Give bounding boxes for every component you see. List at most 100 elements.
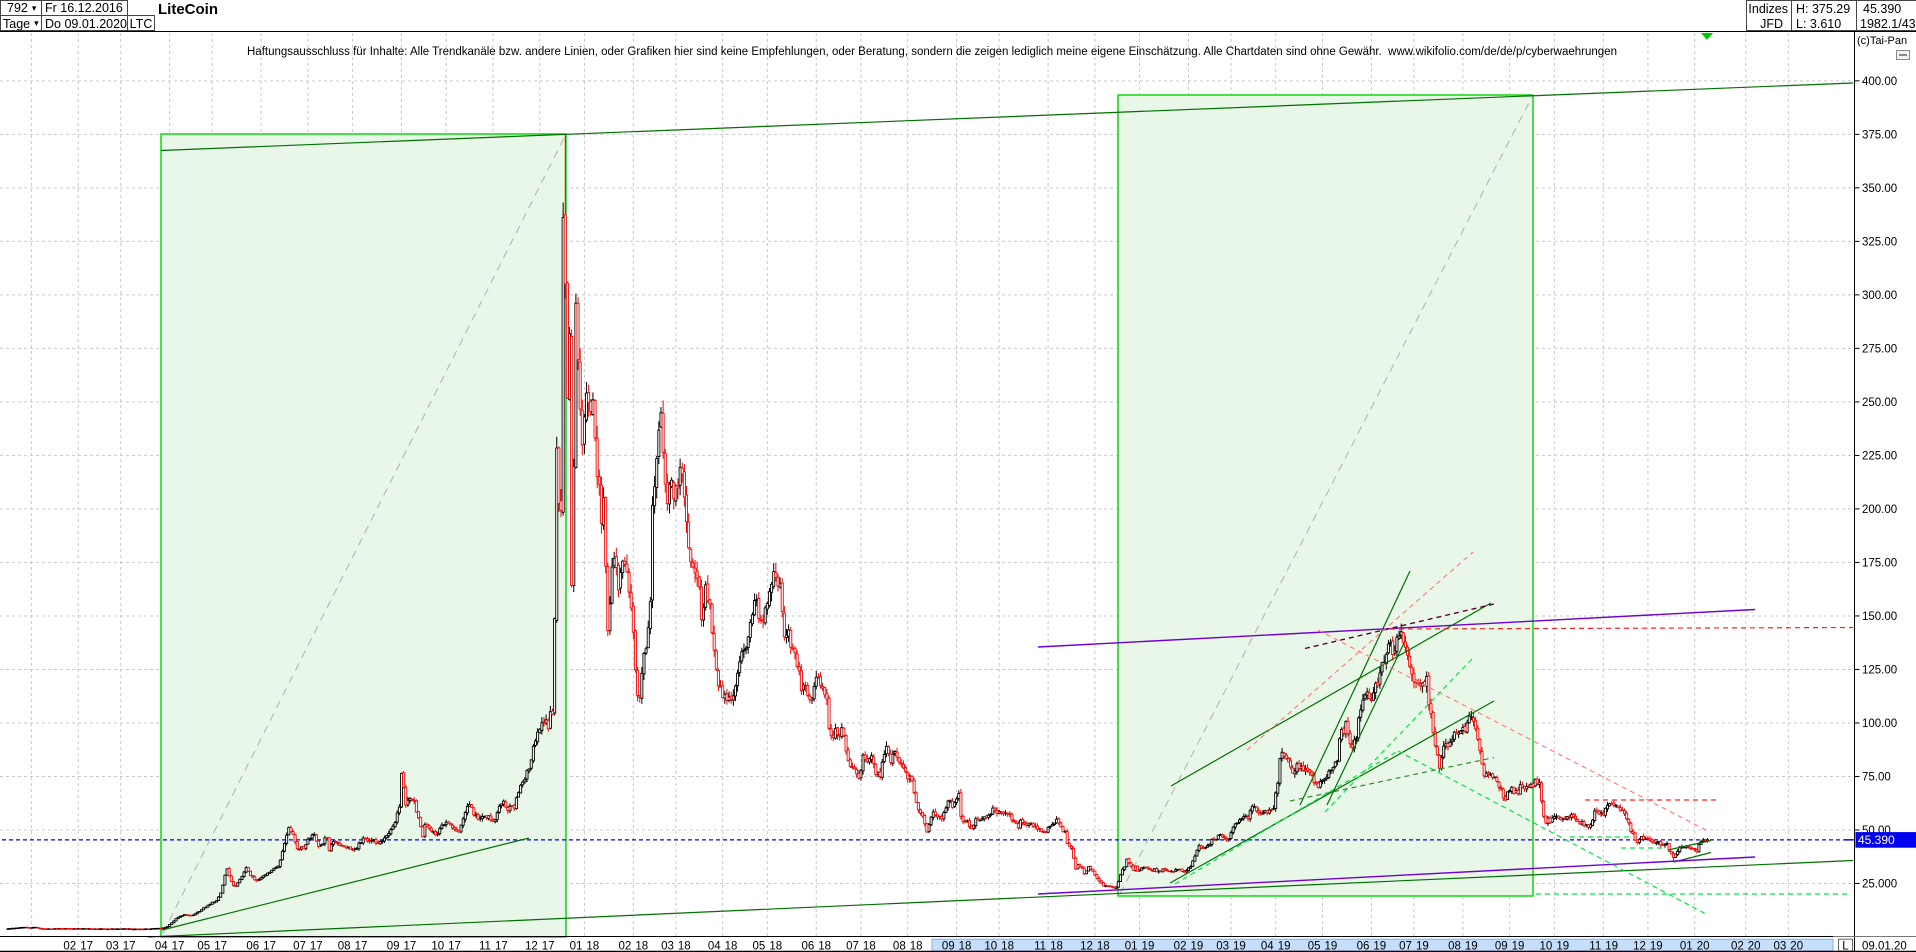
y-axis-label: 325.00 [1862, 236, 1897, 248]
x-label-month: 03 [661, 941, 674, 952]
x-label-month: 06 [246, 941, 259, 952]
group-value: Indizes [1748, 1, 1788, 16]
symbol-cell: LTC [127, 15, 155, 31]
y-axis-labels: 400.00 375.00 350.00 325.00 300.00 275.00 250.… [1854, 76, 1897, 890]
x-label-month: 02 [1731, 941, 1744, 952]
x-label-month: 09 [387, 941, 400, 952]
last-price-tag [1855, 832, 1916, 848]
y-axis-label: 200.00 [1862, 504, 1897, 516]
x-label-year: 17 [172, 941, 185, 952]
x-label-year: 17 [310, 941, 323, 952]
x-label-year: 18 [910, 941, 923, 952]
x-label-month: 11 [1034, 941, 1046, 952]
x-label-month: 03 [1216, 941, 1229, 952]
x-label-year: 17 [263, 941, 276, 952]
y-axis-gutter [1855, 31, 1916, 952]
x-label-month: 01 [570, 941, 583, 952]
x-label-year: 20 [1790, 941, 1803, 952]
x-label-month: 09 [942, 941, 955, 952]
y-axis-label: 300.00 [1862, 290, 1897, 302]
candles-layer [6, 133, 1709, 931]
x-label-month: 08 [1448, 941, 1461, 952]
group-cell: Indizes JFD [1746, 0, 1792, 31]
y-axis-label: 250.00 [1862, 397, 1897, 409]
y-axis-label: 150.00 [1862, 611, 1897, 623]
x-label-month: 02 [619, 941, 632, 952]
price-info-cell: 45.390 1982.1/43 [1856, 0, 1916, 31]
x-label-year: 19 [1190, 941, 1203, 952]
info-value: 1982.1/43 [1860, 16, 1916, 31]
x-label-month: 07 [846, 941, 859, 952]
x-label-year: 19 [1373, 941, 1386, 952]
symbol-value: LTC [129, 16, 153, 31]
bars-count-dropdown[interactable]: 792 ▾ [1, 1, 41, 16]
high-value: H: 375.29 [1796, 1, 1851, 16]
x-label-year: 17 [403, 941, 416, 952]
date-to[interactable]: Do 09.01.2020 [42, 16, 127, 31]
x-label-year: 19 [1556, 941, 1569, 952]
x-label-month: 11 [479, 941, 491, 952]
x-label-month: 02 [1174, 941, 1187, 952]
trendlines-layer[interactable] [147, 82, 1853, 938]
trendline-channel-2019-upper [1170, 602, 1492, 787]
y-axis-label: 225.00 [1862, 450, 1897, 462]
x-label-month: 10 [984, 941, 997, 952]
x-label-year: 18 [1001, 941, 1014, 952]
x-label-month: 04 [1261, 941, 1274, 952]
x-label-month: 03 [1774, 941, 1787, 952]
trendline-violet-support [1037, 856, 1756, 895]
x-label-year: 17 [214, 941, 227, 952]
last-bar-marker-icon [1701, 33, 1713, 40]
last-price-tag-value: 45.390 [1858, 833, 1895, 847]
trendline-steep-run-left [1299, 570, 1411, 806]
x-label-year: 19 [1465, 941, 1478, 952]
annotation-boxes[interactable] [160, 94, 1534, 938]
x-label-year: 18 [725, 941, 738, 952]
x-label-month: 01 [1680, 941, 1693, 952]
x-label-year: 17 [355, 941, 368, 952]
low-value: L: 3.610 [1796, 16, 1842, 31]
box-diagonal [1119, 94, 1534, 895]
y-axis-label: 125.00 [1862, 664, 1897, 676]
x-label-month: 04 [708, 941, 721, 952]
date-to-value: Do 09.01.2020 [45, 16, 128, 31]
period-unit-dropdown[interactable]: Tage ▾ [1, 16, 41, 31]
y-axis-label: 25.000 [1862, 878, 1897, 890]
x-label-year: 18 [769, 941, 782, 952]
x-label-month: 05 [197, 941, 210, 952]
y-axis-label: 75.00 [1862, 771, 1891, 783]
x-label-year: 18 [818, 941, 831, 952]
date-from[interactable]: Fr 16.12.2016 [42, 1, 127, 16]
x-label-year: 19 [1233, 941, 1246, 952]
x-label-month: 02 [63, 941, 76, 952]
x-label-month: 12 [1633, 941, 1646, 952]
x-label-year: 17 [542, 941, 555, 952]
x-label-month: 12 [525, 941, 538, 952]
x-label-year: 18 [959, 941, 972, 952]
x-axis-labels: 02 17 03 17 04 17 05 17 06 17 07 17 08 17 09 17 10 17 11 17… [63, 941, 1803, 952]
trendline-long-bottom-support [147, 859, 1853, 938]
x-label-year: 19 [1512, 941, 1525, 952]
x-label-month: 04 [155, 941, 168, 952]
x-label-year: 18 [1097, 941, 1110, 952]
x-label-month: 07 [293, 941, 306, 952]
x-label-year: 19 [1324, 941, 1337, 952]
box-diagonal [162, 133, 567, 934]
provider-value: JFD [1760, 16, 1783, 31]
x-label-month: 10 [431, 941, 444, 952]
x-label-year: 19 [1605, 941, 1618, 952]
candle-bodies-down [25, 214, 1707, 931]
x-label-year: 18 [863, 941, 876, 952]
y-axis-label: 350.00 [1862, 183, 1897, 195]
x-label-year: 20 [1697, 941, 1710, 952]
x-label-year: 19 [1416, 941, 1429, 952]
x-label-month: 09 [1495, 941, 1508, 952]
last-price-value: 45.390 [1863, 1, 1902, 16]
instrument-title: LiteCoin [158, 1, 218, 18]
y-axis-label: 375.00 [1862, 129, 1897, 141]
x-label-year: 19 [1142, 941, 1155, 952]
trendline-green-dark-dashed [1289, 756, 1495, 802]
x-label-year: 20 [1748, 941, 1761, 952]
period-cell: 792 ▾ Tage ▾ [0, 0, 42, 31]
